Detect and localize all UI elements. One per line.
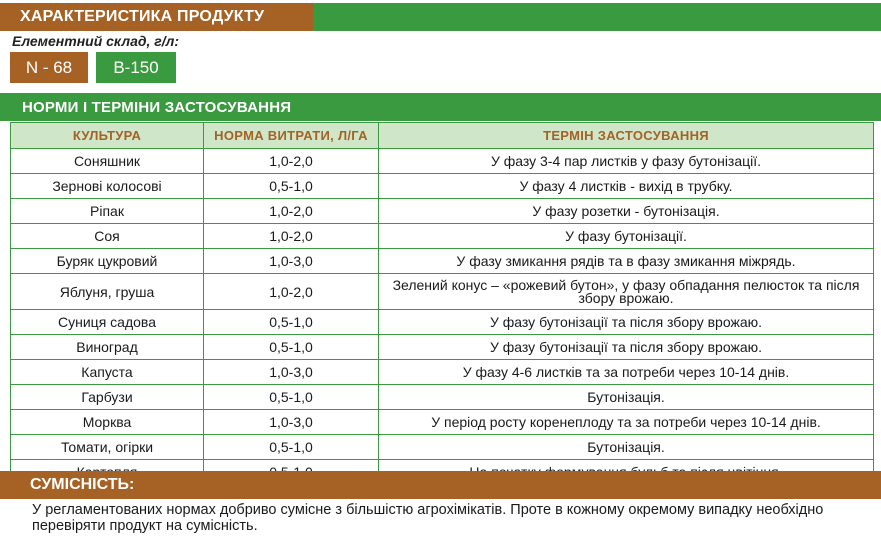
product-section-title: ХАРАКТЕРИСТИКА ПРОДУКТУ (0, 3, 313, 31)
table-header-row: КУЛЬТУРА НОРМА ВИТРАТИ, Л/ГА ТЕРМІН ЗАСТ… (10, 122, 874, 149)
term-cell: Зелений конус – «рожевий бутон», у фазу … (378, 273, 874, 310)
term-cell: У фазу змикання рядів та в фазу змикання… (378, 248, 874, 274)
rate-cell: 0,5-1,0 (203, 384, 379, 410)
crop-cell: Виноград (10, 334, 204, 360)
term-cell: У фазу бутонізації та після збору врожаю… (378, 309, 874, 335)
term-cell: У фазу бутонізації та після збору врожаю… (378, 334, 874, 360)
boron-badge: B-150 (96, 52, 176, 83)
term-cell: Бутонізація. (378, 434, 874, 460)
norms-table-wrapper: КУЛЬТУРА НОРМА ВИТРАТИ, Л/ГА ТЕРМІН ЗАСТ… (10, 122, 874, 485)
norms-table: КУЛЬТУРА НОРМА ВИТРАТИ, Л/ГА ТЕРМІН ЗАСТ… (10, 122, 874, 485)
norms-section-title: НОРМИ І ТЕРМІНИ ЗАСТОСУВАННЯ (22, 98, 292, 116)
rate-cell: 0,5-1,0 (203, 173, 379, 199)
table-row: Томати, огірки 0,5-1,0 Бутонізація. (10, 434, 874, 460)
rate-cell: 1,0-2,0 (203, 273, 379, 310)
rate-cell: 0,5-1,0 (203, 309, 379, 335)
composition-label: Елементний склад, г/л: (12, 33, 180, 49)
norms-section-header: НОРМИ І ТЕРМІНИ ЗАСТОСУВАННЯ (0, 93, 881, 121)
compatibility-section-header: СУМІСНІСТЬ: (0, 471, 881, 499)
crop-cell: Соняшник (10, 148, 204, 174)
rate-cell: 1,0-2,0 (203, 223, 379, 249)
compatibility-section-title: СУМІСНІСТЬ: (30, 476, 135, 493)
table-row: Зернові колосові 0,5-1,0 У фазу 4 листків … (10, 173, 874, 199)
table-row: Яблуня, груша 1,0-2,0 Зелений конус – «рож… (10, 273, 874, 310)
rate-cell: 0,5-1,0 (203, 434, 379, 460)
table-row: Виноград 0,5-1,0 У фазу бутонізації та піс… (10, 334, 874, 360)
column-header-term: ТЕРМІН ЗАСТОСУВАННЯ (378, 122, 874, 149)
crop-cell: Яблуня, груша (10, 273, 204, 310)
rate-cell: 1,0-3,0 (203, 248, 379, 274)
term-cell: У фазу розетки - бутонізація. (378, 198, 874, 224)
term-cell: У фазу 4-6 листків та за потреби через 1… (378, 359, 874, 385)
crop-cell: Соя (10, 223, 204, 249)
term-cell: Бутонізація. (378, 384, 874, 410)
table-row: Капуста 1,0-3,0 У фазу 4-6 листків та за п… (10, 359, 874, 385)
column-header-rate: НОРМА ВИТРАТИ, Л/ГА (203, 122, 379, 149)
crop-cell: Морква (10, 409, 204, 435)
rate-cell: 0,5-1,0 (203, 334, 379, 360)
crop-cell: Гарбузи (10, 384, 204, 410)
compatibility-text: У регламентованих нормах добриво сумісне… (32, 502, 824, 534)
product-section-header: ХАРАКТЕРИСТИКА ПРОДУКТУ (0, 3, 881, 31)
crop-cell: Суниця садова (10, 309, 204, 335)
rate-cell: 1,0-2,0 (203, 198, 379, 224)
crop-cell: Томати, огірки (10, 434, 204, 460)
column-header-crop: КУЛЬТУРА (10, 122, 204, 149)
table-row: Соя 1,0-2,0 У фазу бутонізації. (10, 223, 874, 249)
composition-badges: N - 68 B-150 (10, 52, 176, 83)
rate-cell: 1,0-2,0 (203, 148, 379, 174)
crop-cell: Буряк цукровий (10, 248, 204, 274)
term-cell: У фазу 4 листків - вихід в трубку. (378, 173, 874, 199)
crop-cell: Капуста (10, 359, 204, 385)
table-row: Суниця садова 0,5-1,0 У фазу бутонізації т… (10, 309, 874, 335)
table-row: Гарбузи 0,5-1,0 Бутонізація. (10, 384, 874, 410)
rate-cell: 1,0-3,0 (203, 359, 379, 385)
crop-cell: Ріпак (10, 198, 204, 224)
term-cell: У фазу бутонізації. (378, 223, 874, 249)
table-row: Буряк цукровий 1,0-3,0 У фазу змикання ряд… (10, 248, 874, 274)
rate-cell: 1,0-3,0 (203, 409, 379, 435)
table-row: Ріпак 1,0-2,0 У фазу розетки - бутонізація… (10, 198, 874, 224)
term-cell: У фазу 3-4 пар листків у фазу бутонізаці… (378, 148, 874, 174)
nitrogen-badge: N - 68 (10, 52, 88, 83)
table-body: Соняшник 1,0-2,0 У фазу 3-4 пар листків у … (10, 148, 874, 485)
term-cell: У період росту коренеплоду та за потреби… (378, 409, 874, 435)
table-row: Морква 1,0-3,0 У період росту коренеплоду … (10, 409, 874, 435)
crop-cell: Зернові колосові (10, 173, 204, 199)
table-row: Соняшник 1,0-2,0 У фазу 3-4 пар листків у … (10, 148, 874, 174)
